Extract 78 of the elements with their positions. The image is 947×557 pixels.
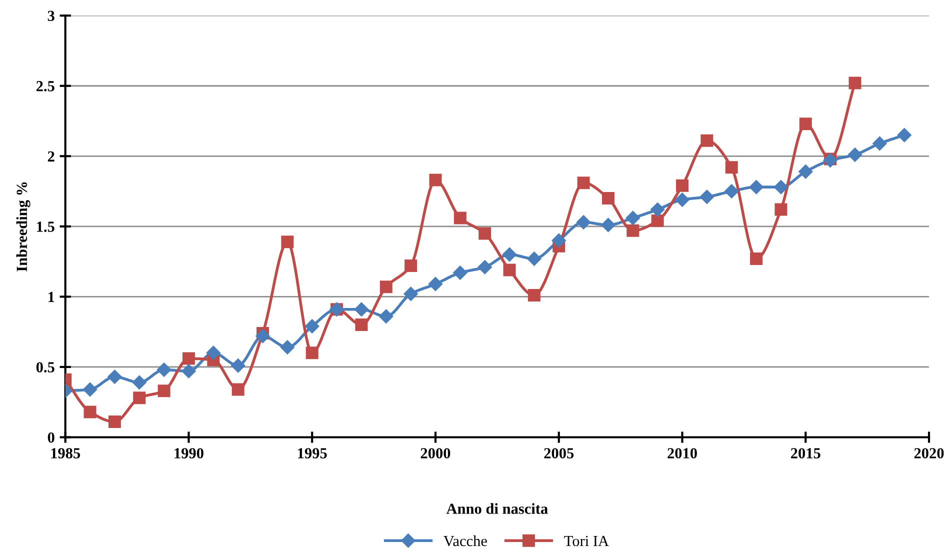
y-tick-label: 0 [48,432,54,443]
point [798,164,813,179]
point [355,318,368,332]
point [577,176,590,190]
point [428,276,443,292]
x-tick-label: 2015 [790,448,820,458]
point [108,416,121,428]
point [478,227,492,240]
point [454,212,466,224]
point [158,384,170,398]
point [700,134,714,147]
point [82,382,98,397]
y-tick-label: 1 [48,292,54,302]
point [182,364,196,378]
point [108,370,122,384]
point [305,319,320,334]
point [453,266,468,280]
point [478,260,492,274]
point [626,224,640,237]
point [675,192,690,207]
point [306,346,318,360]
point [354,302,369,316]
x-tick-label: 2000 [420,448,450,458]
point [700,190,714,204]
point [774,203,788,216]
point [724,184,739,198]
y-tick-label: 0.5 [36,362,54,372]
point [380,280,392,294]
x-tick-label: 1995 [298,448,327,458]
point [626,210,640,226]
point [379,309,394,324]
point [429,174,442,186]
point [84,406,96,418]
point [132,375,146,390]
point [676,179,688,192]
point [502,247,517,262]
y-tick-label: 2.5 [36,81,54,92]
point [872,136,887,151]
point [133,392,146,404]
point [528,289,540,302]
x-axis-title: Anno di nascita [446,503,548,514]
point [750,252,763,265]
x-tick-label: 2020 [914,448,944,458]
point [404,286,418,301]
y-tick-label: 1.5 [37,222,54,232]
point [156,362,172,377]
point [897,128,912,142]
point [182,352,195,365]
point [725,161,738,174]
legend-label: Tori IA [564,536,609,546]
x-tick-label: 2005 [544,448,574,458]
point [848,148,862,162]
x-tick-label: 1985 [51,448,80,458]
point [404,260,418,272]
y-axis-title: Inbreeding % [16,182,30,272]
legend-label: Vacche [444,535,487,546]
point [848,76,862,90]
point [256,328,270,344]
point [774,180,788,194]
point [232,383,244,396]
point [601,218,616,232]
point [281,236,294,248]
point [749,180,764,194]
point [552,233,566,248]
y-tick-label: 2 [48,151,54,162]
point [799,118,812,130]
point [576,215,591,230]
point [650,202,665,217]
x-tick-label: 2010 [668,448,697,458]
point [280,340,295,354]
point [206,346,220,360]
point [231,358,246,373]
y-tick-label: 3 [48,10,54,22]
point [527,252,542,266]
point [503,264,516,276]
point [602,192,614,205]
x-tick-label: 1990 [174,448,204,458]
point [651,214,664,228]
